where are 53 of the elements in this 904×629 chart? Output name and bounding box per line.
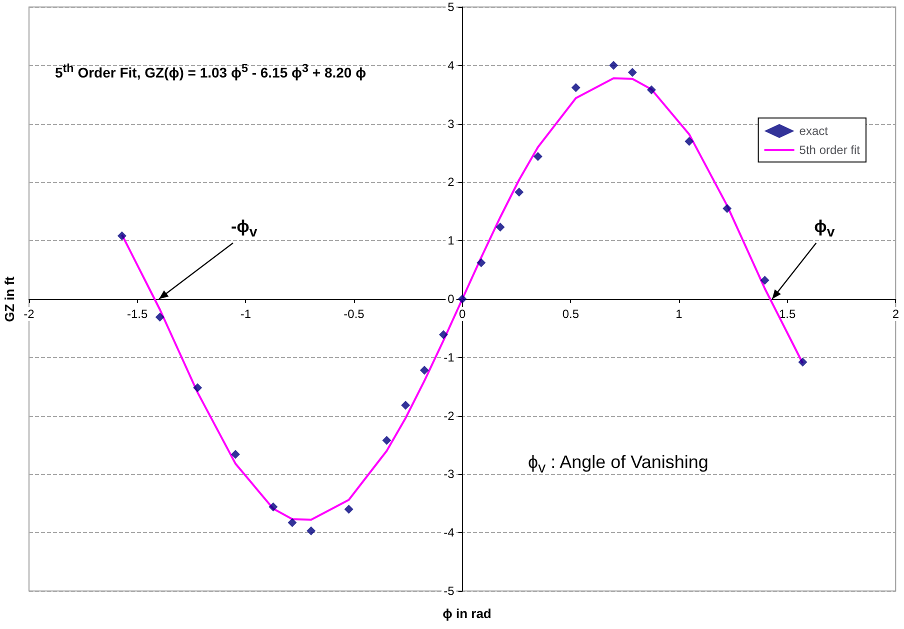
x-tick-label: -1.5: [126, 307, 148, 321]
x-tick-label: -1: [240, 307, 252, 321]
y-tick-label: 1: [448, 234, 455, 248]
legend-label: exact: [799, 124, 829, 138]
y-tick-label: 3: [448, 116, 455, 131]
annotation: ϕ$_{v}$ : Angle of Vanishing: [528, 452, 708, 477]
point: [476, 258, 486, 268]
x-tick-label: -2: [24, 307, 35, 321]
x-tick-label: 1.5: [778, 307, 796, 321]
y-tick-label: 0: [448, 292, 455, 306]
point: [496, 222, 505, 232]
point: [798, 358, 808, 367]
x-axis-title: ϕ in rad: [442, 606, 492, 621]
point: [438, 330, 448, 340]
y-tick-label: 2: [448, 175, 455, 190]
annotation: ϕ$_{v}$: [814, 217, 835, 240]
x-tick-label: 1: [676, 307, 683, 321]
point: [306, 526, 316, 536]
point: [684, 136, 694, 146]
point: [722, 204, 732, 213]
point: [609, 60, 618, 70]
point: [117, 231, 126, 240]
y-axis-title: GZ in ft: [2, 276, 17, 322]
annotation: -ϕ$_{v}$: [230, 217, 258, 240]
annotation: 5$^{th}$ Order Fit, GZ(ϕ) = 1.03 ϕ$^{5}$ - 6.15 ϕ$^{3}$ + 8.20 ϕ: [55, 62, 366, 81]
point: [514, 188, 524, 197]
point: [401, 400, 410, 410]
y-tick-label: -5: [444, 584, 455, 598]
x-tick-label: 0: [458, 307, 466, 321]
point: [628, 68, 637, 77]
point: [571, 83, 580, 92]
point: [193, 383, 202, 392]
legend-label: 5th order fit: [799, 143, 861, 157]
point: [344, 504, 354, 514]
point: [420, 366, 429, 375]
point: [382, 436, 392, 445]
point: [646, 85, 656, 94]
point: [268, 502, 278, 512]
point: [458, 294, 467, 304]
point: [533, 152, 542, 162]
point: [760, 276, 770, 285]
y-tick-label: -1: [444, 350, 455, 364]
y-tick-label: 5: [448, 0, 455, 14]
y-tick-label: -4: [444, 526, 455, 540]
point: [288, 518, 297, 528]
y-tick-label: -3: [444, 467, 455, 482]
x-tick-label: 2: [892, 307, 900, 321]
x-tick-label: 0.5: [562, 307, 580, 321]
x-tick-label: -0.5: [344, 307, 365, 321]
y-tick-label: -2: [444, 408, 455, 423]
point: [155, 312, 164, 322]
point: [230, 450, 240, 459]
y-tick-label: 4: [448, 58, 455, 72]
